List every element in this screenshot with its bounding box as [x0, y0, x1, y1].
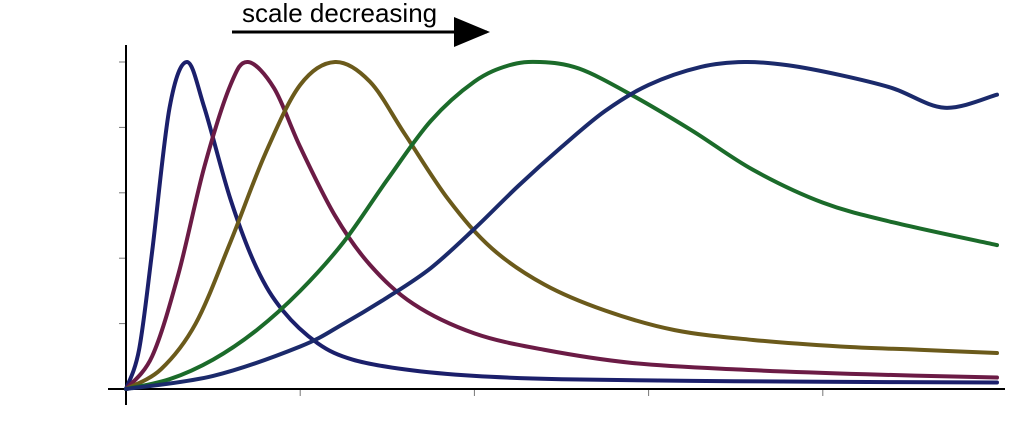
series-line-4: [124, 59, 999, 391]
series-line-2: [124, 60, 999, 391]
series-line-1: [124, 60, 999, 391]
annotation-text: scale decreasing: [242, 0, 437, 28]
series-line-3: [124, 60, 999, 391]
series-line-5: [124, 59, 999, 391]
